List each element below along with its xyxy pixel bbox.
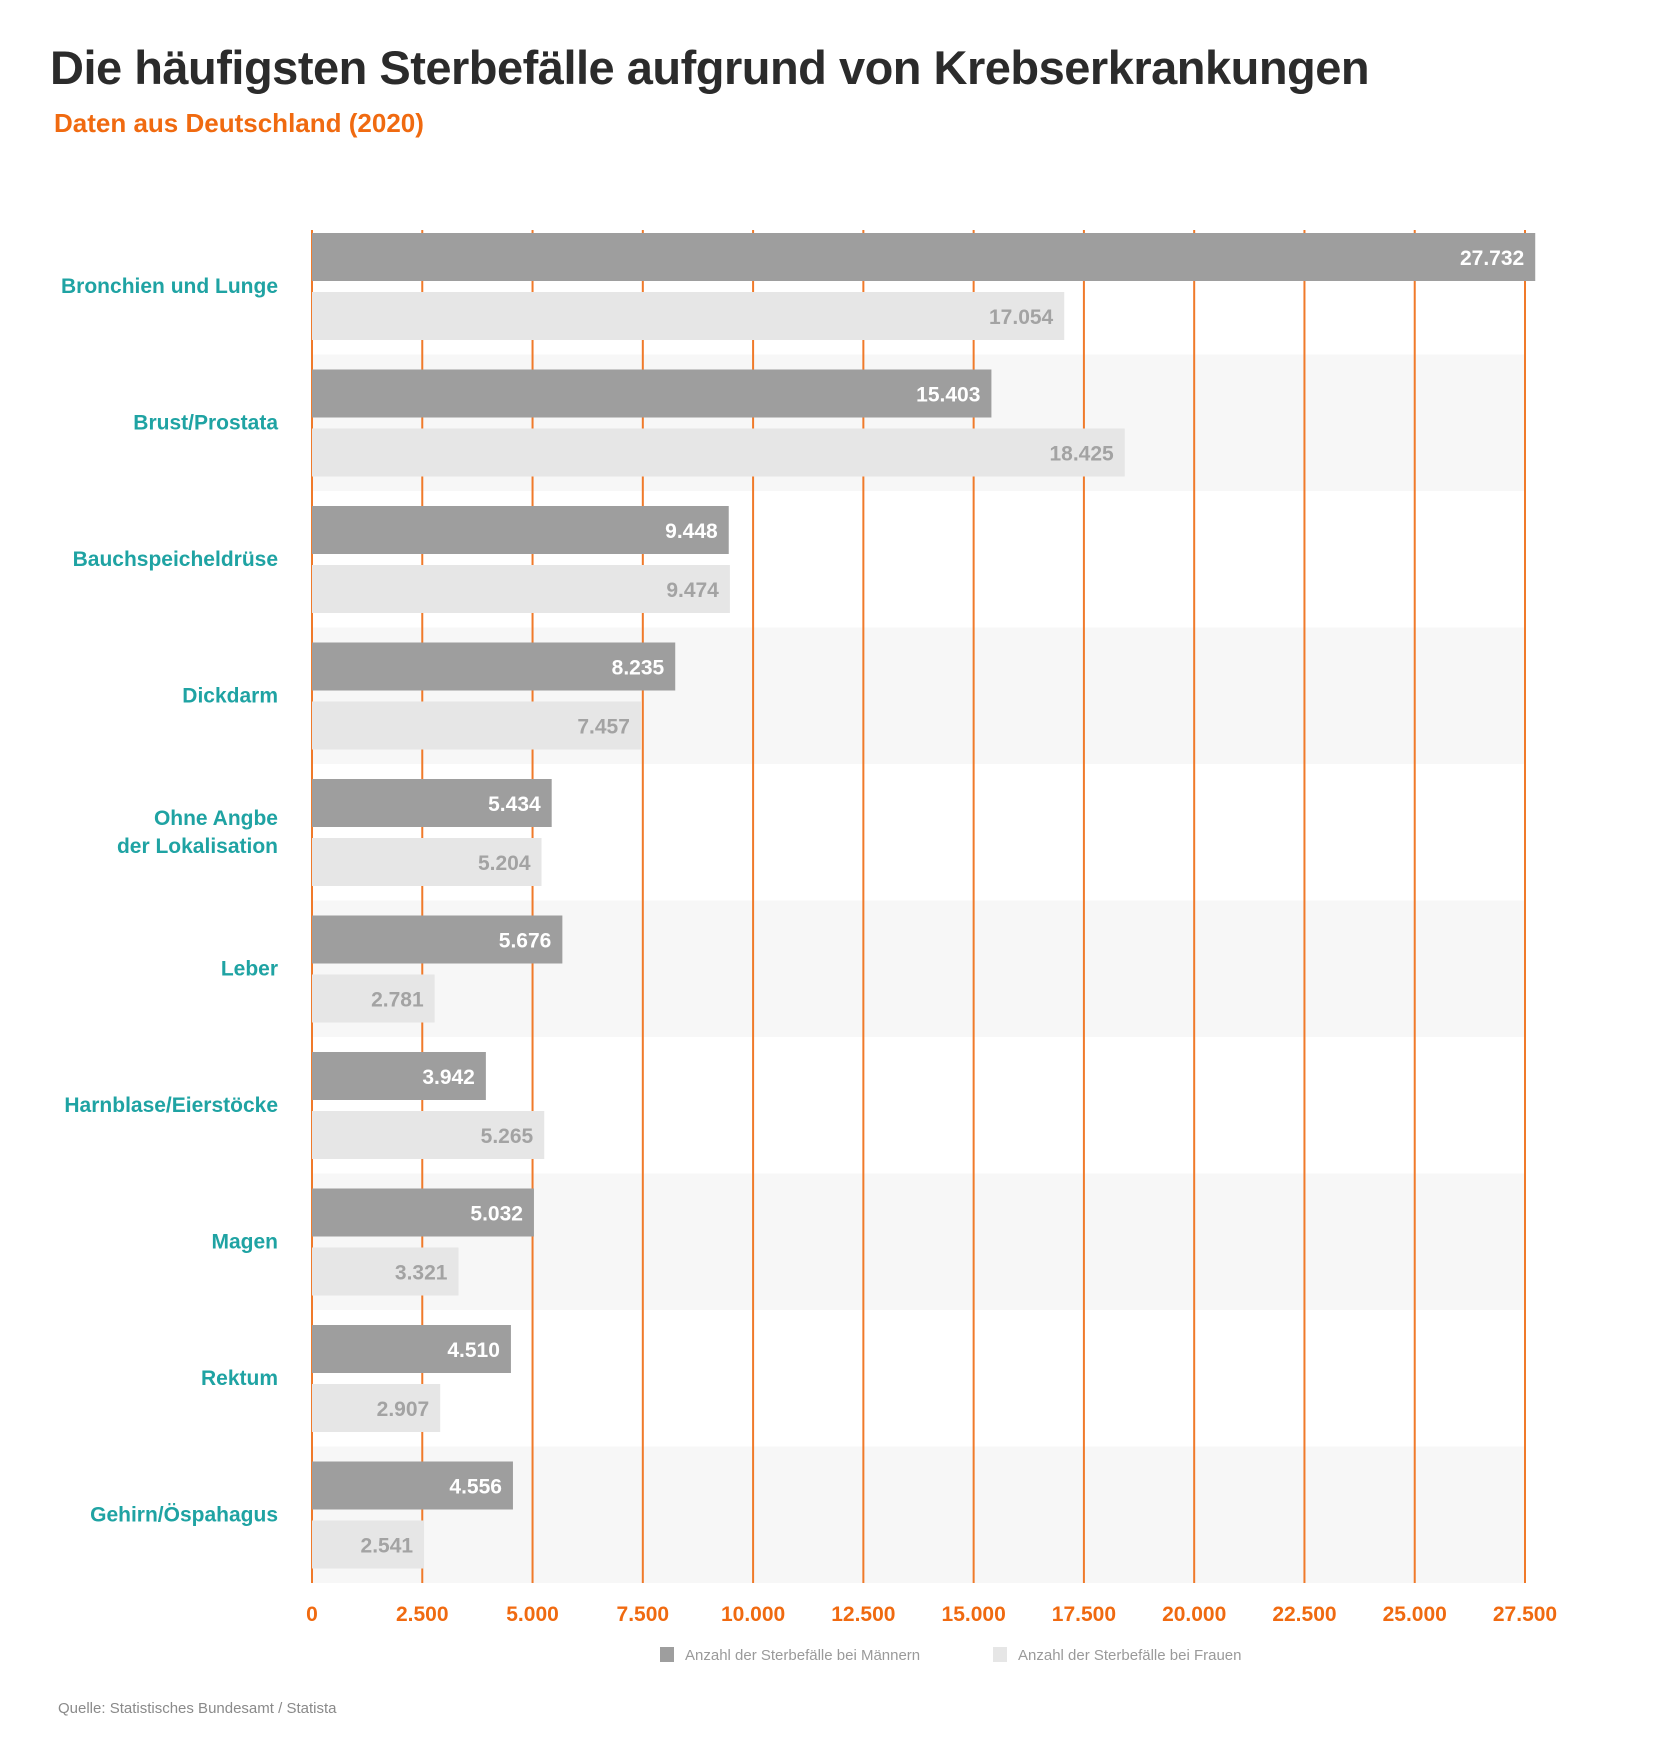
bar-women xyxy=(312,565,730,613)
data-label-women: 5.204 xyxy=(478,852,531,875)
legend-swatch-men xyxy=(660,1647,674,1662)
bar-women xyxy=(312,1111,545,1159)
legend-swatch-women xyxy=(993,1647,1007,1662)
data-label-men: 4.510 xyxy=(447,1339,500,1362)
bar-women xyxy=(312,428,1125,477)
data-label-women: 2.907 xyxy=(377,1398,430,1421)
data-label-men: 15.403 xyxy=(916,384,980,407)
data-label-women: 3.321 xyxy=(395,1262,448,1285)
category-label: Rektum xyxy=(201,1367,278,1390)
bar-men xyxy=(312,506,729,554)
bar-men xyxy=(312,233,1536,281)
chart-subtitle: Daten aus Deutschland (2020) xyxy=(54,108,424,138)
category-label: der Lokalisation xyxy=(117,835,278,858)
x-tick-label: 0 xyxy=(306,1603,318,1626)
data-label-women: 2.781 xyxy=(371,989,424,1012)
data-label-men: 5.434 xyxy=(488,793,541,816)
data-label-women: 2.541 xyxy=(361,1535,414,1558)
x-tick-label: 27.500 xyxy=(1493,1603,1557,1626)
category-label: Leber xyxy=(221,958,278,981)
x-tick-label: 22.500 xyxy=(1272,1603,1336,1626)
bar-men xyxy=(312,779,552,827)
data-label-men: 4.556 xyxy=(449,1476,502,1499)
data-label-men: 3.942 xyxy=(422,1066,475,1089)
bar-men xyxy=(312,1461,513,1510)
bar-women xyxy=(312,974,435,1023)
data-label-men: 5.032 xyxy=(470,1203,523,1226)
data-label-men: 5.676 xyxy=(499,930,552,953)
bar-men xyxy=(312,1188,534,1237)
x-tick-label: 15.000 xyxy=(942,1603,1006,1626)
bar-men xyxy=(312,642,676,691)
data-label-women: 7.457 xyxy=(577,716,630,739)
row-band xyxy=(312,1446,1525,1583)
category-label: Harnblase/Eierstöcke xyxy=(64,1094,278,1117)
x-tick-label: 10.000 xyxy=(721,1603,785,1626)
legend-label-women: Anzahl der Sterbefälle bei Frauen xyxy=(1018,1647,1241,1664)
bar-men xyxy=(312,1325,511,1373)
bar-women xyxy=(312,838,542,886)
legend-label-men: Anzahl der Sterbefälle bei Männern xyxy=(685,1647,920,1664)
category-label: Bauchspeicheldrüse xyxy=(73,548,278,571)
category-label: Gehirn/Öspahagus xyxy=(90,1504,278,1527)
x-tick-label: 25.000 xyxy=(1383,1603,1447,1626)
bar-men xyxy=(312,369,992,418)
bar-women xyxy=(312,292,1065,340)
x-tick-label: 20.000 xyxy=(1162,1603,1226,1626)
x-tick-label: 17.500 xyxy=(1052,1603,1116,1626)
category-label: Bronchien und Lunge xyxy=(61,275,278,298)
x-tick-label: 2.500 xyxy=(396,1603,449,1626)
data-label-men: 8.235 xyxy=(612,657,665,680)
data-label-men: 27.732 xyxy=(1460,247,1524,270)
source-note: Quelle: Statistisches Bundesamt / Statis… xyxy=(58,1700,337,1717)
data-label-women: 17.054 xyxy=(989,306,1054,329)
chart-title: Die häufigsten Sterbefälle aufgrund von … xyxy=(50,41,1370,94)
category-label: Magen xyxy=(211,1231,278,1254)
bar-men xyxy=(312,1052,486,1100)
x-tick-label: 12.500 xyxy=(831,1603,895,1626)
data-label-women: 9.474 xyxy=(666,579,719,602)
bar-women xyxy=(312,1247,459,1296)
bar-men xyxy=(312,915,563,964)
category-label: Ohne Angbe xyxy=(154,807,278,830)
bar-women xyxy=(312,1520,425,1569)
data-label-women: 5.265 xyxy=(481,1125,534,1148)
x-tick-label: 7.500 xyxy=(617,1603,670,1626)
category-label: Brust/Prostata xyxy=(133,412,278,435)
data-label-women: 18.425 xyxy=(1049,443,1114,466)
bar-women xyxy=(312,701,641,750)
x-tick-label: 5.000 xyxy=(506,1603,559,1626)
bar-women xyxy=(312,1384,441,1432)
data-label-men: 9.448 xyxy=(665,520,718,543)
category-label: Dickdarm xyxy=(182,685,278,708)
